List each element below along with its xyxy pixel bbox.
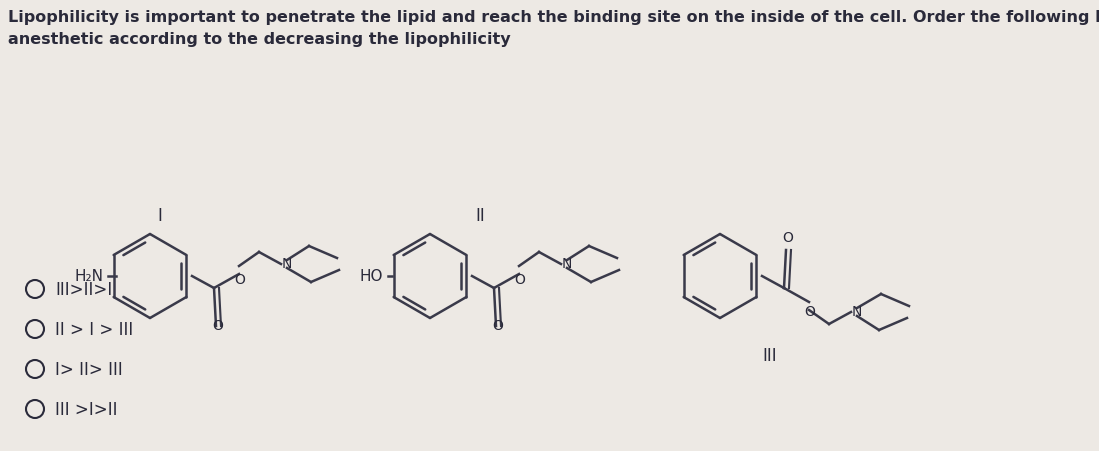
Text: O: O [782, 230, 793, 244]
Text: Lipophilicity is important to penetrate the lipid and reach the binding site on : Lipophilicity is important to penetrate … [8, 10, 1099, 25]
Text: N: N [562, 257, 573, 271]
Text: O: O [514, 272, 525, 286]
Text: HO: HO [359, 269, 382, 284]
Text: III >I>II: III >I>II [55, 400, 118, 418]
Text: III>II>I: III>II>I [55, 281, 112, 299]
Text: O: O [234, 272, 245, 286]
Text: O: O [492, 318, 503, 332]
Text: H₂N: H₂N [74, 269, 103, 284]
Text: II > I > III: II > I > III [55, 320, 133, 338]
Text: II: II [475, 207, 485, 225]
Text: N: N [852, 304, 863, 318]
Text: anesthetic according to the decreasing the lipophilicity: anesthetic according to the decreasing t… [8, 32, 511, 47]
Text: I> II> III: I> II> III [55, 360, 123, 378]
Text: O: O [804, 304, 815, 318]
Text: I: I [157, 207, 163, 225]
Text: O: O [212, 318, 223, 332]
Text: N: N [282, 257, 292, 271]
Text: III: III [763, 346, 777, 364]
